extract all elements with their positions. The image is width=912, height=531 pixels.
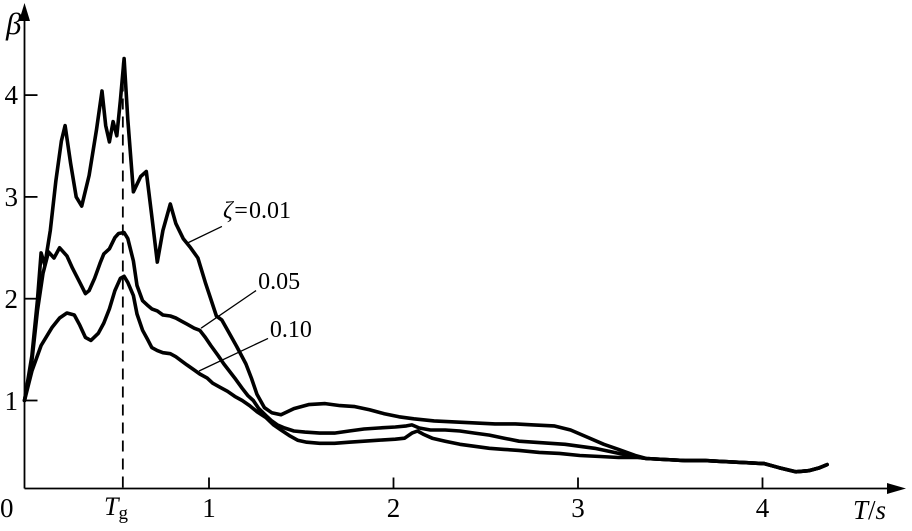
y-axis-title: β <box>6 6 22 41</box>
curve-zeta-0.05 <box>22 230 829 474</box>
curve-label-value: 0.01 <box>248 197 291 224</box>
x-tick-label-4: 4 <box>755 493 770 523</box>
y-axis-arrowhead <box>19 3 30 21</box>
tg-label-symbol: T <box>104 492 119 521</box>
curve-label-zeta-prefix: ζ= <box>223 197 249 224</box>
x-axis-title-symbol: T <box>853 495 869 525</box>
curve-label-zeta-0.10: 0.10 <box>270 317 312 343</box>
leader-line-zeta-0.10 <box>198 337 269 372</box>
curve-label-zeta-0.01: ζ=0.01 <box>223 198 291 224</box>
x-tick-label-2: 2 <box>386 493 401 523</box>
curve-label-value: 0.10 <box>269 317 312 344</box>
curve-zeta-0.10 <box>22 274 829 474</box>
curve-zeta-0.01 <box>22 56 829 474</box>
x-axis-title: T/s <box>853 495 886 526</box>
x-axis-arrowhead <box>887 483 906 494</box>
leader-line-zeta-0.05 <box>200 290 257 329</box>
leader-line-zeta-0.01 <box>185 225 223 245</box>
tg-label: Tg <box>104 492 128 525</box>
curve-label-value: 0.05 <box>258 269 301 296</box>
x-tick-label-1: 1 <box>202 493 216 523</box>
origin-label: 0 <box>0 493 14 523</box>
x-tick-label-3: 3 <box>571 493 585 523</box>
curve-label-zeta-0.05: 0.05 <box>258 269 300 295</box>
x-axis-title-slash: / <box>868 495 876 525</box>
y-tick-label-2: 2 <box>4 283 19 314</box>
x-axis-title-unit: s <box>875 495 887 525</box>
y-tick-label-4: 4 <box>4 80 19 111</box>
y-tick-label-1: 1 <box>4 385 19 416</box>
tg-label-subscript: g <box>118 503 128 525</box>
y-tick-label-3: 3 <box>4 181 19 212</box>
